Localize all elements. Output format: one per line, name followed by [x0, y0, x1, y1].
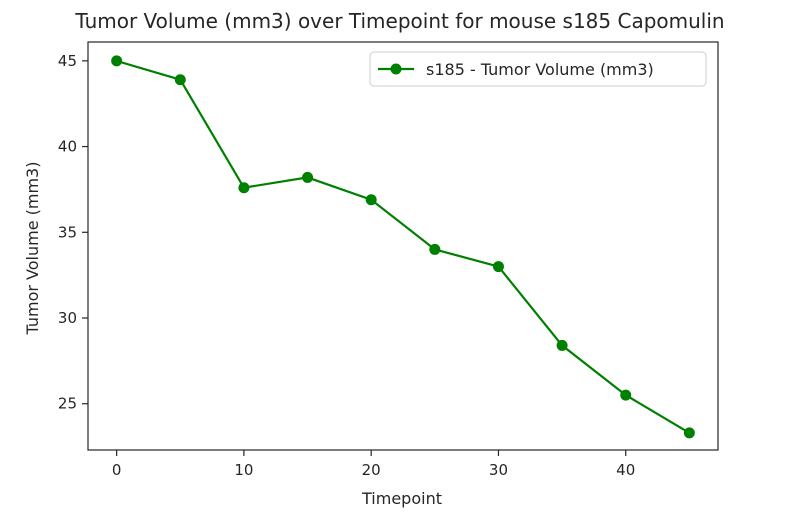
plot-frame: [87, 41, 719, 451]
data-point: [683, 427, 695, 439]
data-point: [556, 339, 568, 351]
x-tick-label: 20: [362, 461, 381, 479]
legend-label: s185 - Tumor Volume (mm3): [426, 60, 654, 79]
y-tick-label: 30: [58, 309, 77, 327]
data-point: [620, 389, 632, 401]
y-tick-label: 25: [58, 395, 77, 413]
x-tick-label: 30: [489, 461, 508, 479]
x-tick-label: 40: [616, 461, 635, 479]
plot-area: 0 10 20 30 40 25 30 35 40 45: [58, 41, 719, 479]
legend: s185 - Tumor Volume (mm3): [369, 51, 707, 87]
legend-box: [369, 51, 707, 87]
x-axis-label: Timepoint: [361, 489, 442, 508]
y-tick-label: 40: [58, 138, 77, 156]
y-tick-label: 35: [58, 223, 77, 241]
data-point: [429, 243, 441, 255]
chart-title: Tumor Volume (mm3) over Timepoint for mo…: [74, 9, 724, 33]
y-tick-label: 45: [58, 52, 77, 70]
legend-marker: [390, 63, 402, 75]
data-point: [365, 194, 377, 206]
data-point: [111, 55, 123, 67]
x-tick-label: 10: [234, 461, 253, 479]
data-point: [174, 74, 186, 86]
data-point: [492, 261, 504, 273]
x-tick-label: 0: [112, 461, 122, 479]
y-axis-label: Tumor Volume (mm3): [23, 162, 42, 336]
data-point: [238, 182, 250, 194]
data-point: [302, 171, 314, 183]
series-line: [116, 59, 690, 434]
